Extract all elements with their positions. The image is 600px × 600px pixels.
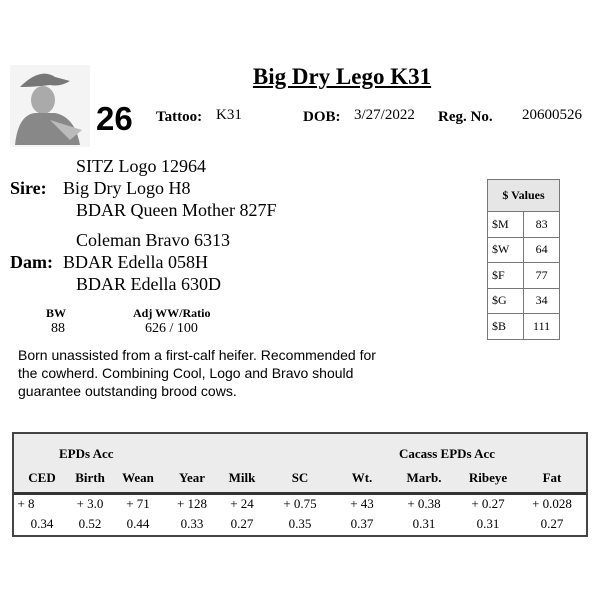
epd-column-header: Wean xyxy=(122,470,154,485)
epd-group-label: EPDs Acc xyxy=(59,446,114,461)
dollar-values-header: $ Values xyxy=(487,179,560,212)
bw-value: 88 xyxy=(51,321,65,336)
epd-column-header: Marb. xyxy=(406,470,442,485)
epd-column-header: Milk xyxy=(228,470,256,485)
epd-column-header: Fat xyxy=(542,470,562,485)
epd-value: + 43 xyxy=(350,496,374,511)
ww-value: 626 / 100 xyxy=(145,321,198,336)
table-row: $G 34 xyxy=(486,287,560,314)
tattoo-label: Tattoo: xyxy=(156,109,203,125)
epd-value: + 8 xyxy=(17,496,35,511)
index-value: 34 xyxy=(523,287,560,314)
epd-accuracy: 0.34 xyxy=(30,516,54,531)
sire-label: Sire: xyxy=(10,178,47,198)
epd-value: + 0.38 xyxy=(407,496,441,511)
index-label: $F xyxy=(486,262,525,289)
index-value: 64 xyxy=(523,236,560,263)
index-label: $W xyxy=(486,236,525,263)
sire-granddam: BDAR Queen Mother 827F xyxy=(76,200,277,220)
dob-value: 3/27/2022 xyxy=(354,107,415,123)
epd-value: + 0.75 xyxy=(283,496,317,511)
epd-accuracy: 0.27 xyxy=(540,516,564,531)
epd-accuracy: 0.31 xyxy=(476,516,500,531)
dollar-values-table: $ Values $M 83 $W 64 $F 77 $G 34 $B 111 xyxy=(486,179,560,340)
index-value: 77 xyxy=(523,262,560,289)
reg-value: 20600526 xyxy=(522,107,582,123)
epd-value: + 71 xyxy=(126,496,150,511)
epd-value: + 3.0 xyxy=(76,496,104,511)
epd-value: + 128 xyxy=(176,496,208,511)
table-row: $M 83 xyxy=(486,211,560,238)
reg-label: Reg. No. xyxy=(438,109,493,125)
index-value: 111 xyxy=(523,313,560,340)
index-label: $M xyxy=(486,211,525,238)
epd-accuracy: 0.52 xyxy=(78,516,102,531)
epd-accuracy: 0.33 xyxy=(180,516,204,531)
dam-label: Dam: xyxy=(10,252,53,272)
dam-grandsire: Coleman Bravo 6313 xyxy=(76,230,230,250)
index-value: 83 xyxy=(523,211,560,238)
epd-column-header: SC xyxy=(291,470,309,485)
description-note: Born unassisted from a first-calf heifer… xyxy=(18,347,376,399)
epd-column-header: Ribeye xyxy=(468,470,508,485)
lot-number: 26 xyxy=(96,100,133,137)
epd-accuracy: 0.37 xyxy=(350,516,374,531)
epd-accuracy: 0.44 xyxy=(126,516,150,531)
table-row: $F 77 xyxy=(486,262,560,289)
epd-column-header: CED xyxy=(28,470,56,485)
sire-grandsire: SITZ Logo 12964 xyxy=(76,156,206,176)
table-row: $W 64 xyxy=(486,236,560,263)
epd-value: + 0.27 xyxy=(471,496,505,511)
epd-accuracy: 0.31 xyxy=(412,516,436,531)
epd-value: + 0.028 xyxy=(532,496,572,511)
epd-column-header: Wt. xyxy=(351,470,373,485)
bw-label: BW xyxy=(46,306,67,320)
animal-title: Big Dry Lego K31 xyxy=(252,64,432,89)
table-row: $B 111 xyxy=(486,313,560,340)
epd-value: + 24 xyxy=(230,496,254,511)
cowboy-photo xyxy=(10,65,90,147)
epd-header: EPDs Acc Cacass EPDs Acc CED Birth Wean Yea… xyxy=(14,434,586,495)
index-label: $G xyxy=(486,287,525,314)
epd-column-header: Year xyxy=(179,470,205,485)
epd-table: EPDs Acc Cacass EPDs Acc CED Birth Wean Yea… xyxy=(12,432,588,537)
ww-label: Adj WW/Ratio xyxy=(133,306,211,320)
dam-granddam: BDAR Edella 630D xyxy=(76,274,221,294)
carcass-group-label: Cacass EPDs Acc xyxy=(399,446,496,461)
sire-name: Big Dry Logo H8 xyxy=(63,178,191,198)
dam-name: BDAR Edella 058H xyxy=(63,252,208,272)
tattoo-value: K31 xyxy=(216,107,242,123)
dob-label: DOB: xyxy=(303,109,341,125)
epd-accuracy: 0.27 xyxy=(230,516,254,531)
index-label: $B xyxy=(486,313,525,340)
epd-column-header: Birth xyxy=(75,470,105,485)
epd-accuracy: 0.35 xyxy=(288,516,312,531)
